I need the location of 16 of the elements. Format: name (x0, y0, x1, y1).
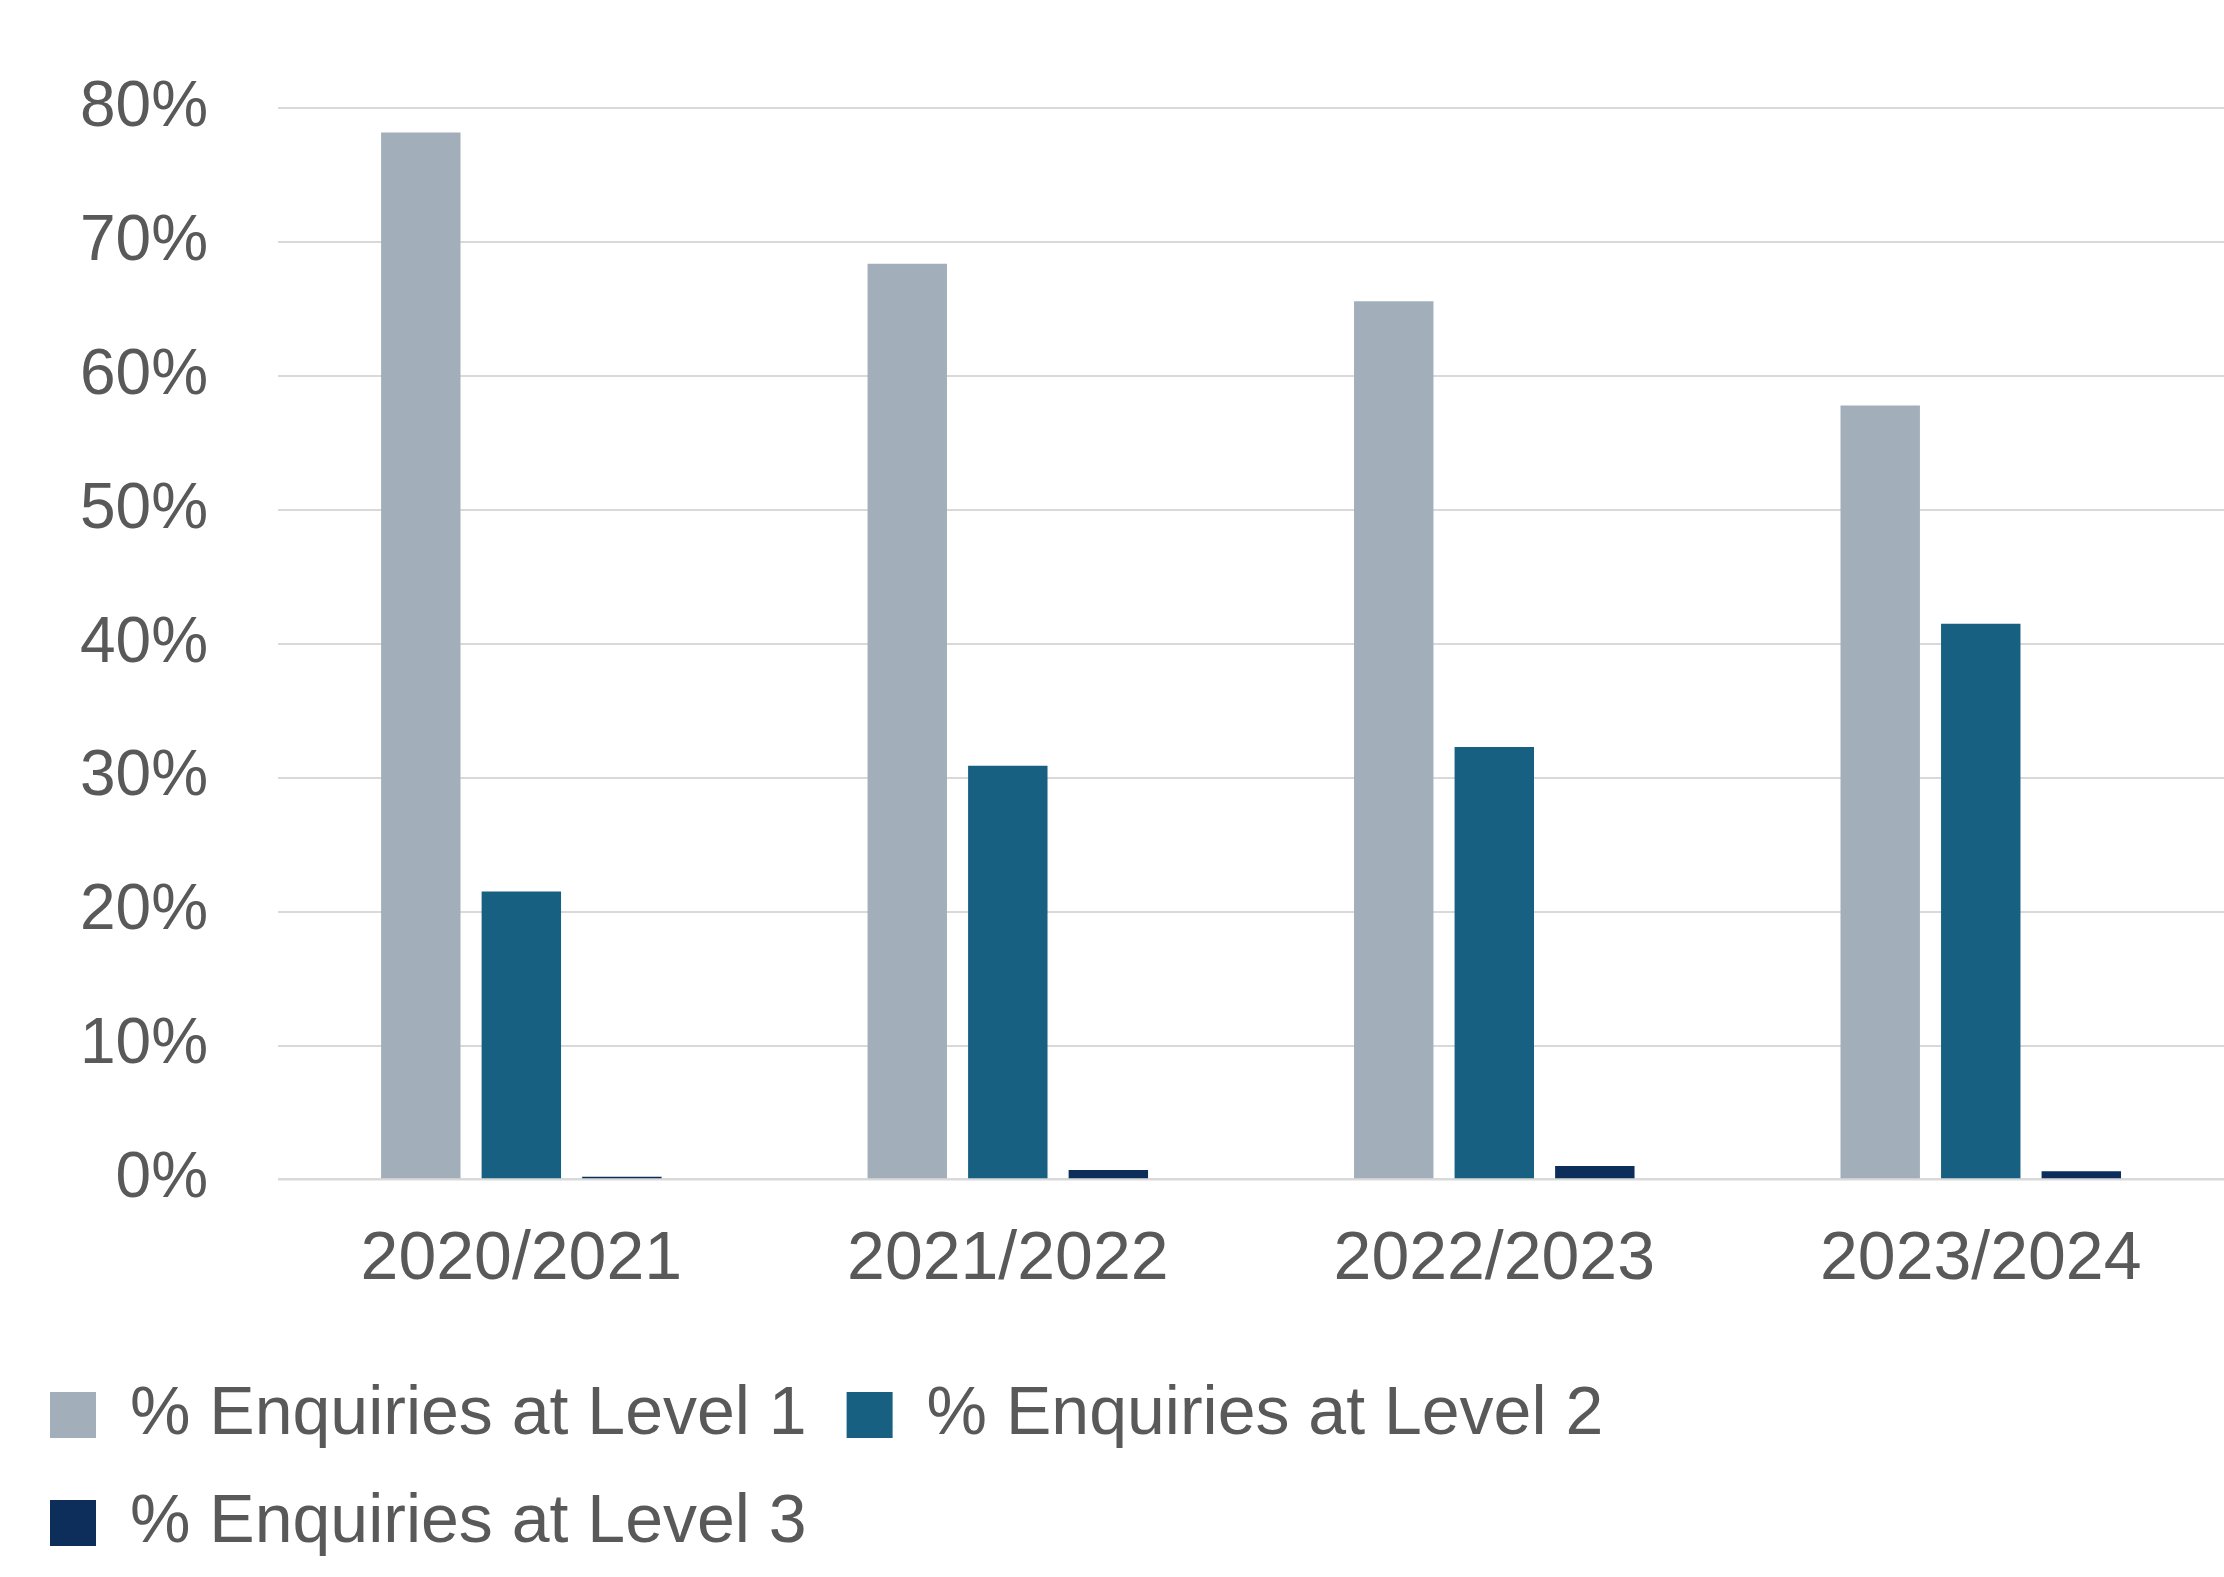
y-tick-label: 10% (80, 1005, 209, 1078)
y-tick-label: 30% (80, 737, 209, 810)
legend-label: % Enquiries at Level 3 (130, 1479, 807, 1556)
legend-label: % Enquiries at Level 2 (926, 1371, 1604, 1448)
legend-label: % Enquiries at Level 1 (130, 1371, 807, 1448)
y-tick-label: 40% (80, 603, 209, 676)
y-tick-label: 50% (80, 469, 209, 542)
x-tick-label: 2020/2021 (360, 1216, 683, 1293)
x-tick-label: 2021/2022 (847, 1216, 1169, 1293)
y-tick-label: 0% (115, 1139, 209, 1212)
y-tick-label: 70% (80, 201, 209, 274)
y-tick-label: 20% (80, 871, 209, 944)
y-tick-label: 80% (80, 68, 209, 141)
x-tick-label: 2023/2024 (1820, 1216, 2142, 1293)
y-tick-label: 60% (80, 335, 209, 408)
x-tick-label: 2022/2023 (1333, 1216, 1656, 1293)
